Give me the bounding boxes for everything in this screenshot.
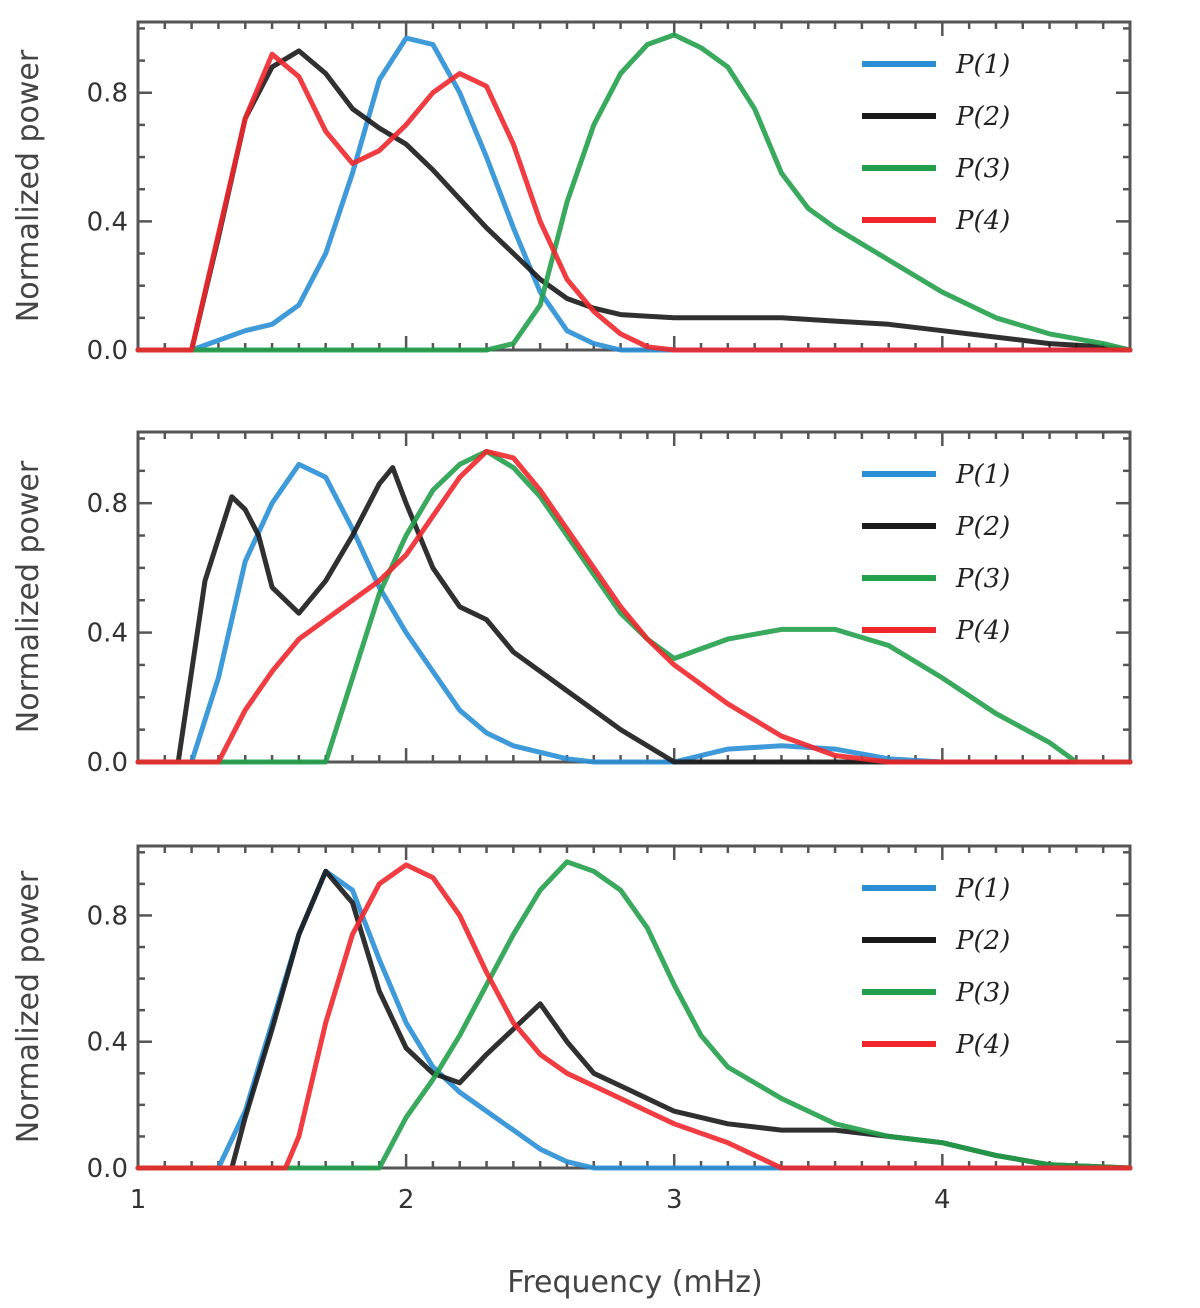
series-line-P(1) (135, 461, 1133, 765)
legend-label: P(1) (955, 50, 1010, 80)
panels: 0.0 0.4 0.8 Normalized power P(1) P(2) P(3) P(4… (11, 20, 1133, 1215)
y-tick-label: 0.8 (87, 901, 128, 931)
panel-bottom: 0.0 0.4 0.8 1 2 3 4 Normalized power P(1) P(2) P(3… (11, 844, 1133, 1215)
y-tick-label: 0.0 (87, 748, 128, 778)
series-line-P(4) (135, 448, 1133, 765)
series-line-P(4) (135, 862, 1133, 1171)
series-line-P(2) (135, 48, 1133, 353)
x-tick-label: 4 (934, 1185, 951, 1215)
y-tick-label: 0.8 (87, 79, 128, 109)
panel-middle: 0.0 0.4 0.8 Normalized power P(1) P(2) P(3) P(4… (11, 430, 1133, 778)
legend-label: P(2) (955, 926, 1010, 956)
x-tick-label: 2 (398, 1185, 415, 1215)
x-tick-label: 1 (130, 1185, 147, 1215)
legend: P(1) P(2) P(3) P(4) (862, 460, 1010, 646)
legend-label: P(1) (955, 874, 1010, 904)
y-tick-label: 0.4 (87, 619, 128, 649)
y-tick-label: 0.4 (87, 207, 128, 237)
legend: P(1) P(2) P(3) P(4) (862, 50, 1010, 236)
series-line-P(1) (135, 868, 1133, 1171)
y-axis-label: Normalized power (11, 870, 46, 1143)
legend-label: P(4) (955, 1030, 1010, 1060)
series-line-P(1) (135, 35, 1133, 353)
series-line-P(3) (135, 859, 1133, 1171)
y-axis-label: Normalized power (11, 460, 46, 733)
legend-label: P(2) (955, 512, 1010, 542)
y-axis-label: Normalized power (11, 49, 46, 322)
y-tick-label: 0.0 (87, 1154, 128, 1184)
legend-label: P(1) (955, 460, 1010, 490)
series-line-P(2) (135, 465, 1133, 765)
series-line-P(3) (135, 32, 1133, 353)
series-line-P(4) (135, 51, 1133, 353)
x-tick-label: 3 (666, 1185, 683, 1215)
legend: P(1) P(2) P(3) P(4) (862, 874, 1010, 1060)
x-axis-label: Frequency (mHz) (507, 1265, 762, 1300)
legend-label: P(3) (955, 978, 1010, 1008)
legend-label: P(2) (955, 102, 1010, 132)
series-line-P(2) (135, 868, 1133, 1171)
legend-label: P(4) (955, 206, 1010, 236)
series-line-P(3) (135, 448, 1133, 765)
legend-label: P(4) (955, 616, 1010, 646)
y-tick-label: 0.8 (87, 489, 128, 519)
panel-top: 0.0 0.4 0.8 Normalized power P(1) P(2) P(3) P(4… (11, 20, 1133, 366)
legend-label: P(3) (955, 564, 1010, 594)
legend-label: P(3) (955, 154, 1010, 184)
y-tick-label: 0.0 (87, 336, 128, 366)
y-tick-label: 0.4 (87, 1028, 128, 1058)
